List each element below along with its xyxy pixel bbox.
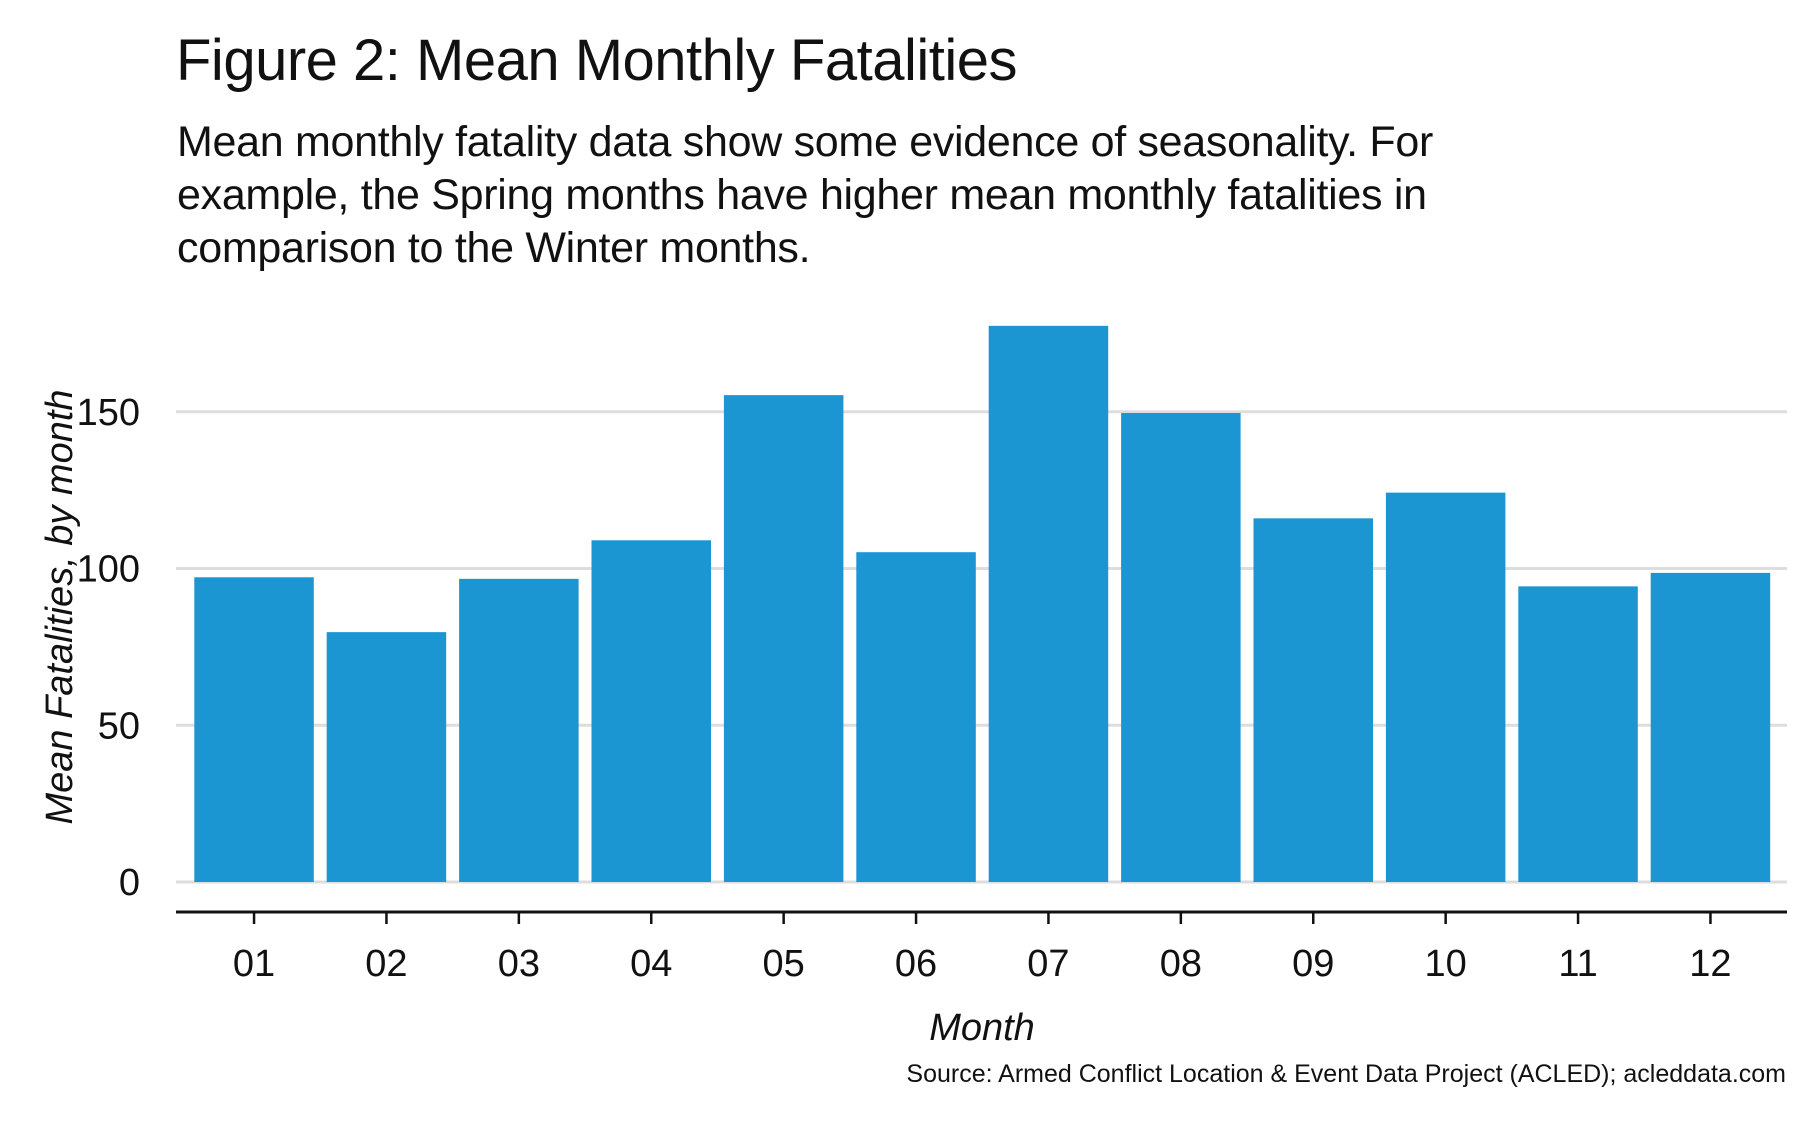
- chart-subtitle: Mean monthly fatality data show some evi…: [177, 116, 1677, 275]
- subtitle-line: example, the Spring months have higher m…: [177, 171, 1427, 219]
- bar-month-12: [1650, 572, 1771, 882]
- x-tick-label: 09: [1292, 943, 1334, 985]
- bar-month-08: [1121, 413, 1241, 882]
- x-axis-ticks: 01 02 03 04 05 06 07 08 09 10 11 12: [233, 912, 1732, 985]
- x-tick-label: 10: [1425, 943, 1467, 985]
- x-tick-label: 03: [498, 943, 540, 985]
- x-tick-label: 07: [1027, 943, 1069, 985]
- bar-month-02: [326, 632, 447, 882]
- subtitle-line: Mean monthly fatality data show some evi…: [177, 118, 1434, 166]
- x-tick-label: 08: [1160, 943, 1202, 985]
- y-tick-label: 50: [98, 705, 140, 747]
- y-tick-label: 100: [77, 549, 140, 591]
- y-tick-label: 150: [77, 392, 140, 434]
- x-tick-label: 06: [895, 943, 937, 985]
- bar-month-03: [459, 578, 579, 882]
- subtitle-line: comparison to the Winter months.: [177, 224, 811, 272]
- bar-month-09: [1253, 518, 1373, 882]
- x-tick-label: 04: [630, 943, 672, 985]
- y-axis-ticks: 0 50 100 150: [77, 392, 140, 904]
- bar-month-11: [1518, 586, 1638, 882]
- x-axis-title: Month: [929, 1007, 1035, 1049]
- y-axis-title: Mean Fatalities, by month: [39, 389, 81, 824]
- x-tick-label: 12: [1689, 943, 1731, 985]
- chart-title: Figure 2: Mean Monthly Fatalities: [176, 28, 1017, 93]
- bar-month-05: [723, 395, 844, 882]
- bar-month-06: [856, 552, 976, 882]
- bar-month-01: [194, 577, 314, 882]
- source-note: Source: Armed Conflict Location & Event …: [906, 1060, 1786, 1088]
- bar-month-07: [988, 325, 1109, 882]
- x-tick-label: 11: [1558, 943, 1597, 985]
- bar-month-04: [591, 540, 711, 882]
- x-tick-label: 01: [233, 943, 275, 985]
- bars: [194, 325, 1771, 882]
- bar-month-10: [1385, 492, 1506, 882]
- x-tick-label: 02: [365, 943, 407, 985]
- x-tick-label: 05: [763, 943, 805, 985]
- y-tick-label: 0: [119, 862, 140, 904]
